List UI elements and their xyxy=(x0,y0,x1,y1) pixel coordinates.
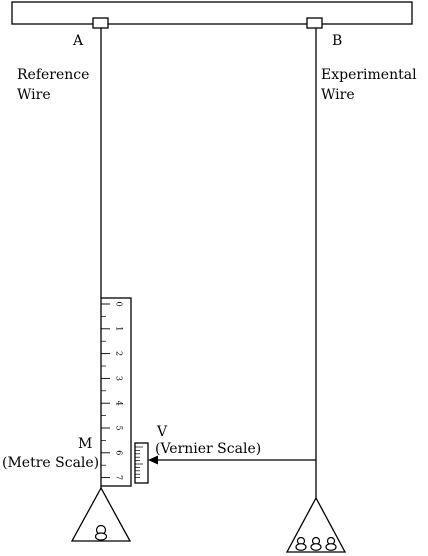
rigid-support xyxy=(11,1,413,25)
metre-scale-ticks: 0 1 2 3 4 5 6 7 xyxy=(101,301,124,480)
metre-tick-label: 2 xyxy=(115,351,124,356)
vernier-scale-ticks xyxy=(135,446,143,478)
reference-weight-hanger xyxy=(70,486,132,542)
arrow-head-icon xyxy=(148,455,158,465)
metre-tick-label: 3 xyxy=(115,376,124,381)
label-v: V xyxy=(156,424,168,440)
label-b: B xyxy=(332,33,342,49)
clamp-b xyxy=(306,17,323,29)
metre-tick-label: 5 xyxy=(115,425,124,430)
slotted-weight-base-icon xyxy=(94,532,108,541)
label-experimental-wire-line1: Experimental xyxy=(321,67,417,83)
metre-tick-label: 1 xyxy=(115,326,124,331)
label-m: M xyxy=(78,436,92,452)
metre-tick-label: 0 xyxy=(115,301,124,306)
label-reference-wire-line2: Wire xyxy=(17,87,51,103)
metre-tick-label: 4 xyxy=(115,401,124,406)
metre-tick-label: 7 xyxy=(115,475,124,480)
label-vernier-scale: (Vernier Scale) xyxy=(155,441,261,457)
metre-scale xyxy=(100,297,132,487)
label-a: A xyxy=(72,33,84,49)
label-metre-scale: (Metre Scale) xyxy=(2,455,99,471)
clamp-a xyxy=(92,17,109,29)
vernier-scale xyxy=(134,442,149,484)
label-reference-wire-line1: Reference xyxy=(17,67,89,83)
label-experimental-wire-line2: Wire xyxy=(321,87,355,103)
metre-tick-label: 6 xyxy=(115,450,124,455)
slotted-weights-icon xyxy=(295,536,337,551)
